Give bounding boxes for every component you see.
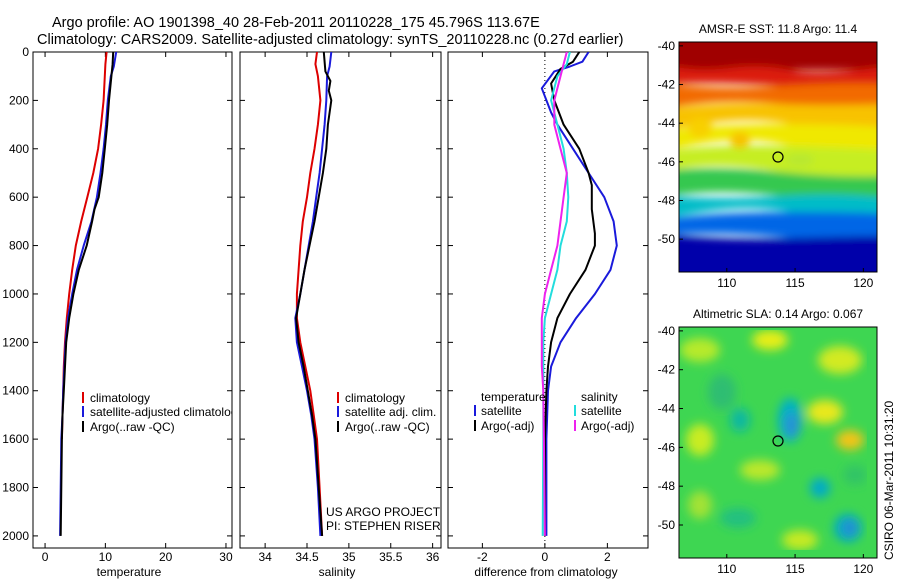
y-tick-label: -42 (658, 78, 676, 92)
difference-legend: temperature salinity satellite Argo(-adj… (474, 390, 634, 433)
series-line-climatology-red (295, 52, 324, 536)
legend-label-sal-satellite: satellite (581, 404, 622, 418)
title-line-1: Argo profile: AO 1901398_40 28-Feb-2011 … (52, 15, 540, 31)
y-tick-label: 1000 (2, 287, 29, 301)
y-tick-label: 400 (9, 142, 29, 156)
x-tick-label: 120 (853, 562, 873, 576)
x-tick-label: 34.5 (295, 550, 319, 564)
legend-label-argo: Argo(..raw -QC) (345, 420, 430, 434)
x-tick-label: 34 (258, 550, 272, 564)
sst-map (679, 42, 877, 272)
legend-label-climatology: climatology (345, 391, 405, 405)
x-tick-label: -2 (477, 550, 488, 564)
x-tick-label: 36 (426, 550, 440, 564)
difference-xlabel: difference from climatology (474, 565, 617, 579)
x-tick-label: 35 (342, 550, 356, 564)
legend-label-temp-satellite: satellite (481, 404, 522, 418)
difference-axes: -2 0 2 (448, 51, 648, 564)
salinity-series (294, 52, 333, 536)
legend-label-satellite-adj: satellite-adjusted climatology (90, 405, 243, 419)
x-tick-label: 10 (99, 550, 113, 564)
salinity-xlabel: salinity (319, 565, 356, 579)
series-line-argo-raw-qc--black (59, 52, 115, 536)
y-tick-label: 200 (9, 93, 29, 107)
series-line-argo-raw-qc--black (295, 52, 333, 536)
y-tick-label: -50 (658, 232, 676, 246)
sst-map-title: AMSR-E SST: 11.8 Argo: 11.4 (699, 22, 858, 36)
y-tick-label: -48 (658, 479, 676, 493)
sla-axes: 110 115 120 -40 -42 -44 -46 -48 -50 (658, 324, 874, 576)
legend-label-climatology: climatology (90, 391, 150, 405)
series-line-argo-adj--magenta (540, 52, 568, 536)
timestamp-label: CSIRO 06-Mar-2011 10:31:20 (882, 400, 896, 560)
series-line-satellite-cyan (541, 52, 571, 536)
series-line-satellite-blue (540, 52, 618, 536)
legend-label-sal-argo: Argo(-adj) (581, 419, 634, 433)
x-tick-label: 35.5 (379, 550, 403, 564)
project-line-1: US ARGO PROJECT (326, 505, 441, 519)
sla-map-frame (678, 326, 878, 559)
y-tick-label: 800 (9, 239, 29, 253)
legend-header-salinity: salinity (581, 390, 618, 404)
y-tick-label: -42 (658, 363, 676, 377)
x-tick-label: 120 (853, 276, 873, 290)
x-tick-label: 0 (42, 550, 49, 564)
project-line-2: PI: STEPHEN RISER (326, 519, 441, 533)
x-tick-label: 110 (717, 562, 736, 576)
y-tick-label: 600 (9, 190, 29, 204)
legend-label-satellite-adj: satellite adj. clim. (345, 405, 436, 419)
difference-panel (447, 51, 649, 549)
y-tick-label: -40 (658, 39, 676, 53)
y-tick-label: -50 (658, 518, 676, 532)
legend-header-temperature: temperature (481, 390, 546, 404)
sla-map (679, 327, 877, 558)
x-tick-label: 20 (159, 550, 173, 564)
x-tick-label: 115 (785, 562, 804, 576)
y-tick-label: 1400 (2, 384, 29, 398)
y-tick-label: 1800 (2, 481, 29, 495)
y-tick-label: -48 (658, 193, 676, 207)
series-line-argo-adj--black (543, 52, 596, 536)
y-tick-label: -46 (658, 440, 676, 454)
salinity-legend: climatology satellite adj. clim. Argo(..… (326, 391, 441, 533)
y-tick-label: 1200 (2, 335, 29, 349)
temperature-panel (32, 51, 233, 549)
sla-argo-marker (772, 435, 784, 447)
y-tick-label: -46 (658, 155, 676, 169)
legend-label-temp-argo: Argo(-adj) (481, 419, 534, 433)
y-tick-label: 0 (22, 45, 29, 59)
y-tick-label: 1600 (2, 432, 29, 446)
title-line-2: Climatology: CARS2009. Satellite-adjuste… (37, 32, 624, 48)
salinity-axes: 34 34.5 35 35.5 36 (240, 51, 441, 564)
y-tick-label: -40 (658, 324, 676, 338)
sst-axes: 110 115 120 -40 -42 -44 -46 -48 -50 (658, 39, 874, 290)
y-tick-label: -44 (658, 116, 676, 130)
sst-argo-marker (772, 151, 784, 163)
salinity-panel (239, 51, 442, 549)
legend-label-argo: Argo(..raw -QC) (90, 420, 175, 434)
x-tick-label: 30 (219, 550, 233, 564)
x-tick-label: 115 (785, 276, 804, 290)
temperature-xlabel: temperature (97, 565, 162, 579)
x-tick-label: 110 (717, 276, 736, 290)
temperature-legend: climatology satellite-adjusted climatolo… (82, 391, 243, 434)
y-tick-label: -44 (658, 402, 676, 416)
temperature-series (59, 52, 118, 536)
y-tick-label: 2000 (2, 529, 29, 543)
x-tick-label: 2 (604, 550, 611, 564)
x-tick-label: 0 (542, 550, 549, 564)
temperature-axes: 0 10 20 30 0 200 400 600 800 1000 1200 1400 1600 1800… (2, 45, 233, 564)
difference-series (540, 52, 618, 548)
sla-map-title: Altimetric SLA: 0.14 Argo: 0.067 (693, 307, 863, 321)
sst-map-frame (678, 41, 878, 273)
